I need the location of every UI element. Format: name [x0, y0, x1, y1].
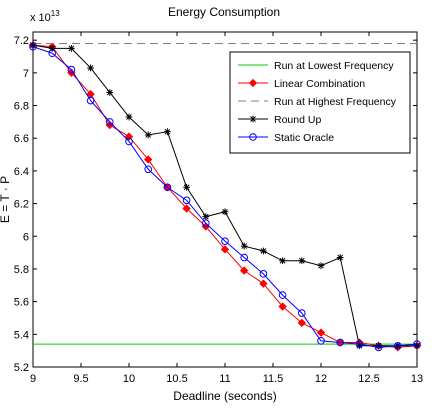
data-point — [202, 213, 210, 221]
data-point — [67, 65, 76, 74]
x-axis: 9 9.5 10 10.5 11 11.5 12 12.5 13 — [30, 32, 423, 385]
data-point — [355, 340, 364, 348]
data-point — [125, 137, 133, 146]
data-point — [68, 44, 75, 52]
legend-label: Static Oracle — [274, 132, 334, 144]
data-point — [259, 279, 268, 288]
data-point — [298, 257, 306, 265]
data-point — [336, 254, 344, 261]
data-point — [183, 183, 190, 191]
data-point — [413, 340, 421, 348]
data-point — [298, 309, 306, 317]
data-point — [297, 318, 306, 328]
legend-label: Linear Combination — [274, 78, 365, 90]
data-point — [259, 270, 268, 278]
data-point — [221, 237, 229, 245]
series-line — [32, 46, 418, 348]
data-point — [182, 196, 191, 205]
y-tick-label: 5.2 — [14, 362, 29, 374]
data-point — [221, 208, 229, 216]
data-point — [278, 291, 287, 299]
data-point — [163, 183, 172, 192]
data-point — [106, 89, 114, 96]
series-layer — [28, 40, 422, 352]
data-point — [182, 204, 191, 213]
y-tick-label: 7 — [23, 68, 29, 80]
x-tick-label: 10 — [123, 373, 135, 385]
x-tick-label: 9 — [30, 373, 36, 385]
data-point — [220, 245, 230, 254]
data-point — [413, 342, 421, 350]
y-tick-label: 5.4 — [14, 329, 29, 341]
data-point — [106, 118, 114, 126]
y-axis: 5.2 5.4 5.6 5.8 6 6.2 6.4 6.6 6.8 7 7.2 — [14, 35, 417, 374]
legend-marker — [249, 133, 257, 141]
data-point — [260, 247, 267, 255]
y-tick-label: 5.6 — [14, 297, 29, 309]
legend-label: Run at Highest Frequency — [274, 96, 397, 108]
y-tick-label: 6.2 — [14, 199, 29, 211]
y-tick-label: 6.4 — [14, 166, 29, 178]
data-point — [375, 342, 382, 350]
data-point — [29, 41, 37, 49]
data-point — [374, 343, 383, 352]
data-point — [356, 342, 363, 350]
data-point — [394, 341, 402, 350]
series-4 — [29, 42, 421, 352]
y-exponent-power: 13 — [51, 9, 60, 18]
data-point — [29, 42, 37, 51]
legend-label: Round Up — [274, 114, 321, 126]
data-point — [336, 338, 345, 347]
y-tick-label: 5.8 — [14, 264, 29, 276]
chart-title: Energy Consumption — [168, 5, 280, 19]
y-exponent-label: x 1013 — [30, 9, 60, 24]
data-point — [86, 96, 95, 105]
data-point — [279, 257, 286, 265]
data-point — [240, 242, 248, 250]
data-point — [125, 113, 133, 121]
data-point — [202, 219, 210, 227]
x-tick-label: 12 — [315, 373, 327, 385]
x-tick-label: 13 — [411, 373, 423, 385]
data-point — [240, 266, 249, 275]
data-point — [164, 128, 171, 136]
legend-label: Run at Lowest Frequency — [274, 60, 394, 72]
data-point — [278, 302, 287, 311]
x-tick-label: 10.5 — [166, 373, 187, 385]
x-tick-label: 12.5 — [358, 373, 379, 385]
data-point — [316, 328, 326, 337]
data-point — [317, 337, 325, 345]
legend-box — [229, 51, 411, 154]
data-point — [240, 253, 248, 262]
data-point — [144, 155, 153, 164]
data-point — [87, 64, 94, 72]
y-tick-label: 6.6 — [14, 133, 29, 145]
legend-marker — [248, 78, 258, 88]
data-point — [144, 165, 152, 174]
data-point — [48, 44, 56, 52]
legend: Run at Lowest Frequency Linear Combinatio… — [229, 51, 411, 154]
x-axis-title: Deadline (seconds) — [173, 389, 276, 403]
x-tick-label: 11.5 — [263, 373, 284, 385]
y-tick-label: 7.2 — [14, 35, 29, 47]
data-point — [48, 49, 57, 58]
y-tick-label: 6.8 — [14, 101, 29, 113]
data-point — [317, 262, 325, 270]
data-point — [144, 131, 152, 139]
x-tick-label: 9.5 — [73, 373, 88, 385]
legend-marker — [249, 115, 257, 123]
x-tick-label: 11 — [219, 373, 230, 385]
y-tick-label: 6 — [23, 231, 29, 243]
y-axis-title: E = T · P — [0, 176, 12, 223]
